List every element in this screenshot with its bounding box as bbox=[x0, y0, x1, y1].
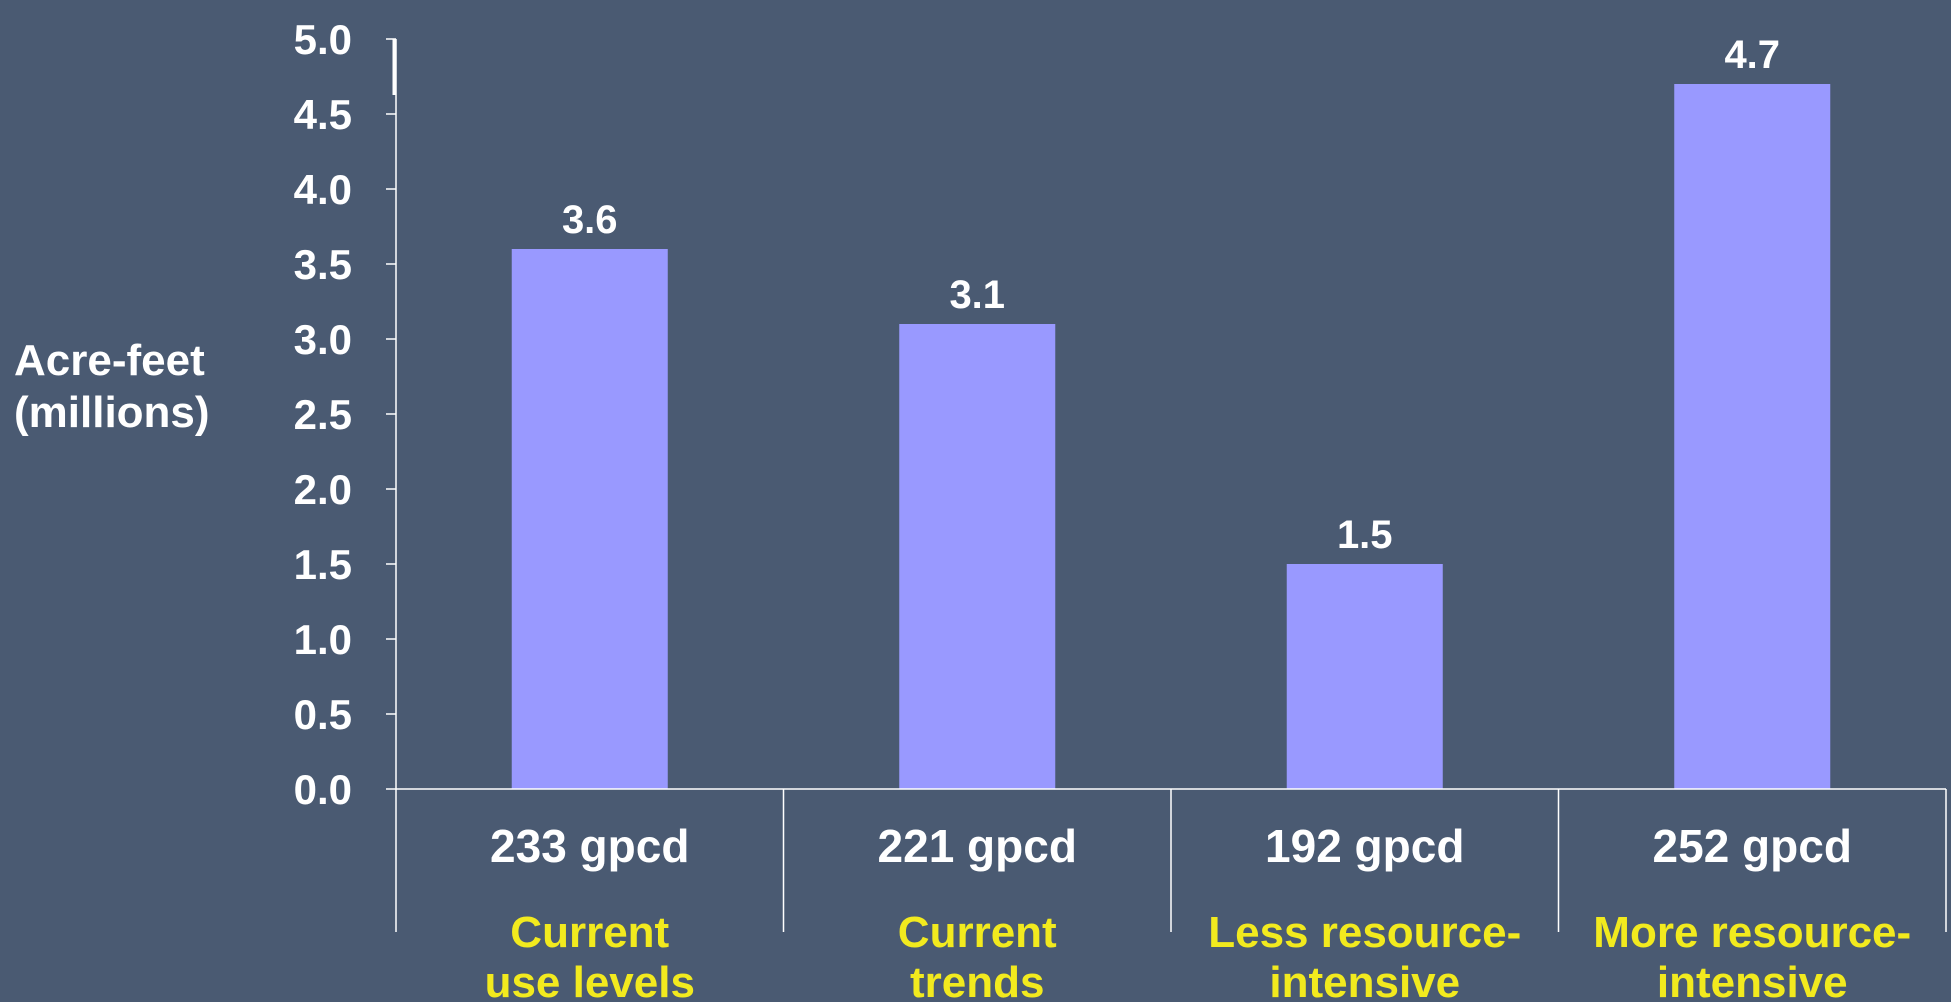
bar bbox=[1674, 84, 1831, 789]
x-category-scenario-label: Less resource- bbox=[1208, 908, 1521, 957]
y-tick-label: 4.0 bbox=[294, 166, 352, 213]
y-axis-label: Acre-feet(millions) bbox=[14, 336, 210, 437]
y-tick-label: 2.5 bbox=[294, 391, 352, 438]
y-tick-label: 3.5 bbox=[294, 241, 352, 288]
bar bbox=[1286, 564, 1443, 789]
x-category-gpcd-label: 233 gpcd bbox=[490, 820, 689, 872]
bar-value-label: 3.1 bbox=[949, 273, 1005, 317]
y-axis: 0.0 0.5 1.0 1.5 2.0 2.5 3.0 3.5 4.0 4.5 5.0 bbox=[294, 16, 397, 813]
x-category-scenario-label: intensive bbox=[1657, 958, 1848, 1002]
y-axis-label-line: (millions) bbox=[14, 388, 210, 437]
y-tick-label: 0.5 bbox=[294, 691, 352, 738]
bars: 3.6 3.1 1.5 4.7 bbox=[511, 33, 1831, 789]
x-category-scenario-label: use levels bbox=[485, 958, 695, 1002]
y-tick-label: 5.0 bbox=[294, 16, 352, 63]
y-axis-label-line: Acre-feet bbox=[14, 336, 205, 385]
x-category-scenario-label: intensive bbox=[1269, 958, 1460, 1002]
x-category-scenario-label: trends bbox=[910, 958, 1044, 1002]
x-category-gpcd-label: 192 gpcd bbox=[1265, 820, 1464, 872]
x-category-gpcd-label: 221 gpcd bbox=[878, 820, 1077, 872]
x-category-gpcd-label: 252 gpcd bbox=[1653, 820, 1852, 872]
bar bbox=[511, 249, 668, 789]
y-tick-label: 0.0 bbox=[294, 766, 352, 813]
y-tick-label: 4.5 bbox=[294, 91, 352, 138]
y-tick-label: 2.0 bbox=[294, 466, 352, 513]
bar-value-label: 1.5 bbox=[1337, 513, 1393, 557]
y-tick-label: 1.5 bbox=[294, 541, 352, 588]
x-category-scenario-label: Current bbox=[898, 908, 1057, 957]
y-tick-label: 3.0 bbox=[294, 316, 352, 363]
bar bbox=[899, 324, 1056, 789]
bar-value-label: 3.6 bbox=[562, 198, 618, 242]
y-tick-label: 1.0 bbox=[294, 616, 352, 663]
x-category-scenario-label: More resource- bbox=[1593, 908, 1911, 957]
x-category-scenario-label: Current bbox=[510, 908, 669, 957]
bar-value-label: 4.7 bbox=[1724, 33, 1780, 77]
